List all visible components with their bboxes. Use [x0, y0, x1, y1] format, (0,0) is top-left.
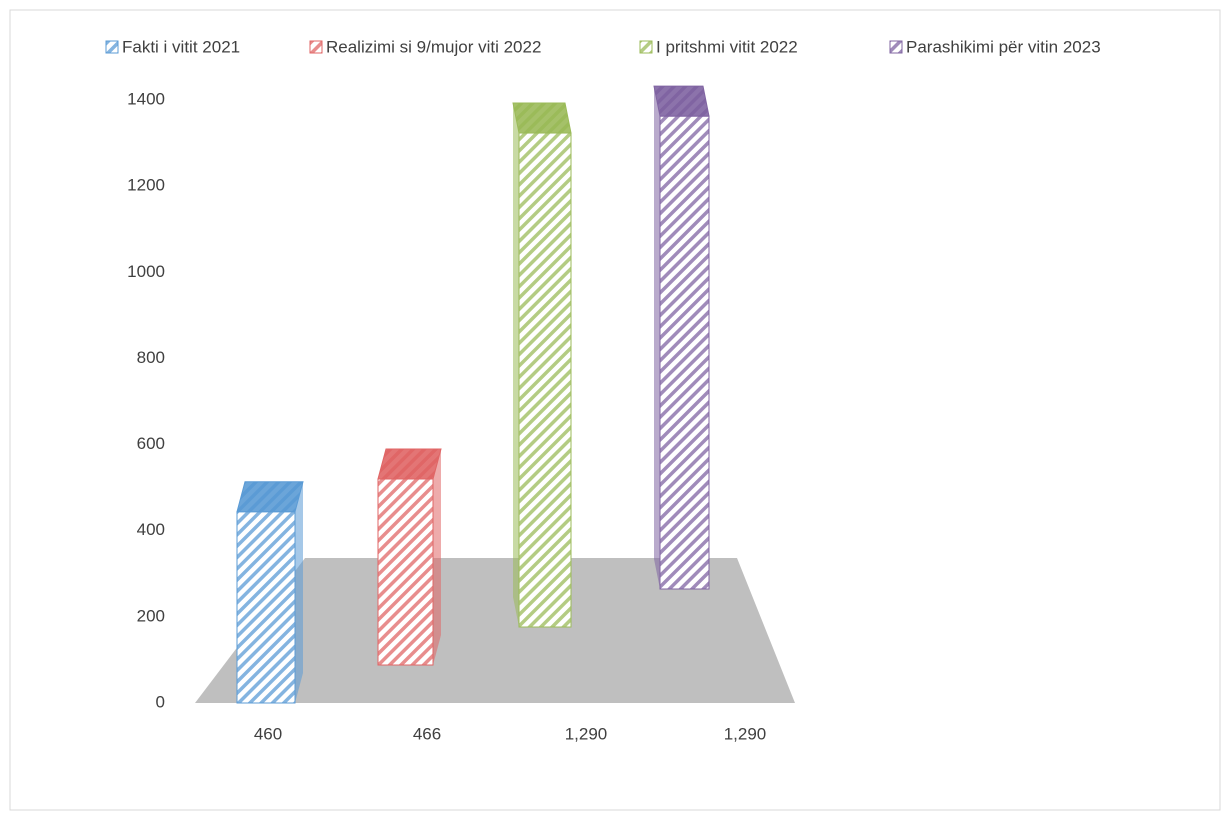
legend-swatch	[889, 40, 903, 54]
value-label: 1,290	[724, 724, 767, 743]
bar	[659, 115, 710, 590]
value-label: 466	[413, 724, 441, 743]
bar-side	[513, 103, 519, 627]
y-tick-label: 0	[156, 692, 165, 711]
floor	[195, 558, 795, 703]
bar	[518, 132, 572, 628]
bar	[377, 478, 434, 666]
legend-label: Realizimi si 9/mujor viti 2022	[326, 37, 541, 56]
legend-label: I pritshmi vitit 2022	[656, 37, 798, 56]
bar-side	[433, 448, 441, 665]
y-tick-label: 600	[137, 434, 165, 453]
y-tick-label: 400	[137, 520, 165, 539]
legend-swatch	[105, 40, 119, 54]
y-tick-label: 1000	[127, 262, 165, 281]
legend-swatch	[639, 40, 653, 54]
legend-label: Parashikimi për vitin 2023	[906, 37, 1101, 56]
y-tick-label: 800	[137, 348, 165, 367]
value-label: 1,290	[565, 724, 608, 743]
legend-swatch	[309, 40, 323, 54]
bar-side	[654, 86, 660, 589]
value-label: 460	[254, 724, 282, 743]
bar-side	[295, 481, 303, 703]
bar-top	[236, 481, 304, 513]
y-tick-label: 200	[137, 606, 165, 625]
y-tick-label: 1200	[127, 176, 165, 195]
bar-top	[377, 448, 442, 480]
legend-label: Fakti i vitit 2021	[122, 37, 240, 56]
y-tick-label: 1400	[127, 89, 165, 108]
bar	[236, 511, 296, 704]
bar-top	[512, 102, 572, 134]
bar-top	[653, 85, 710, 117]
